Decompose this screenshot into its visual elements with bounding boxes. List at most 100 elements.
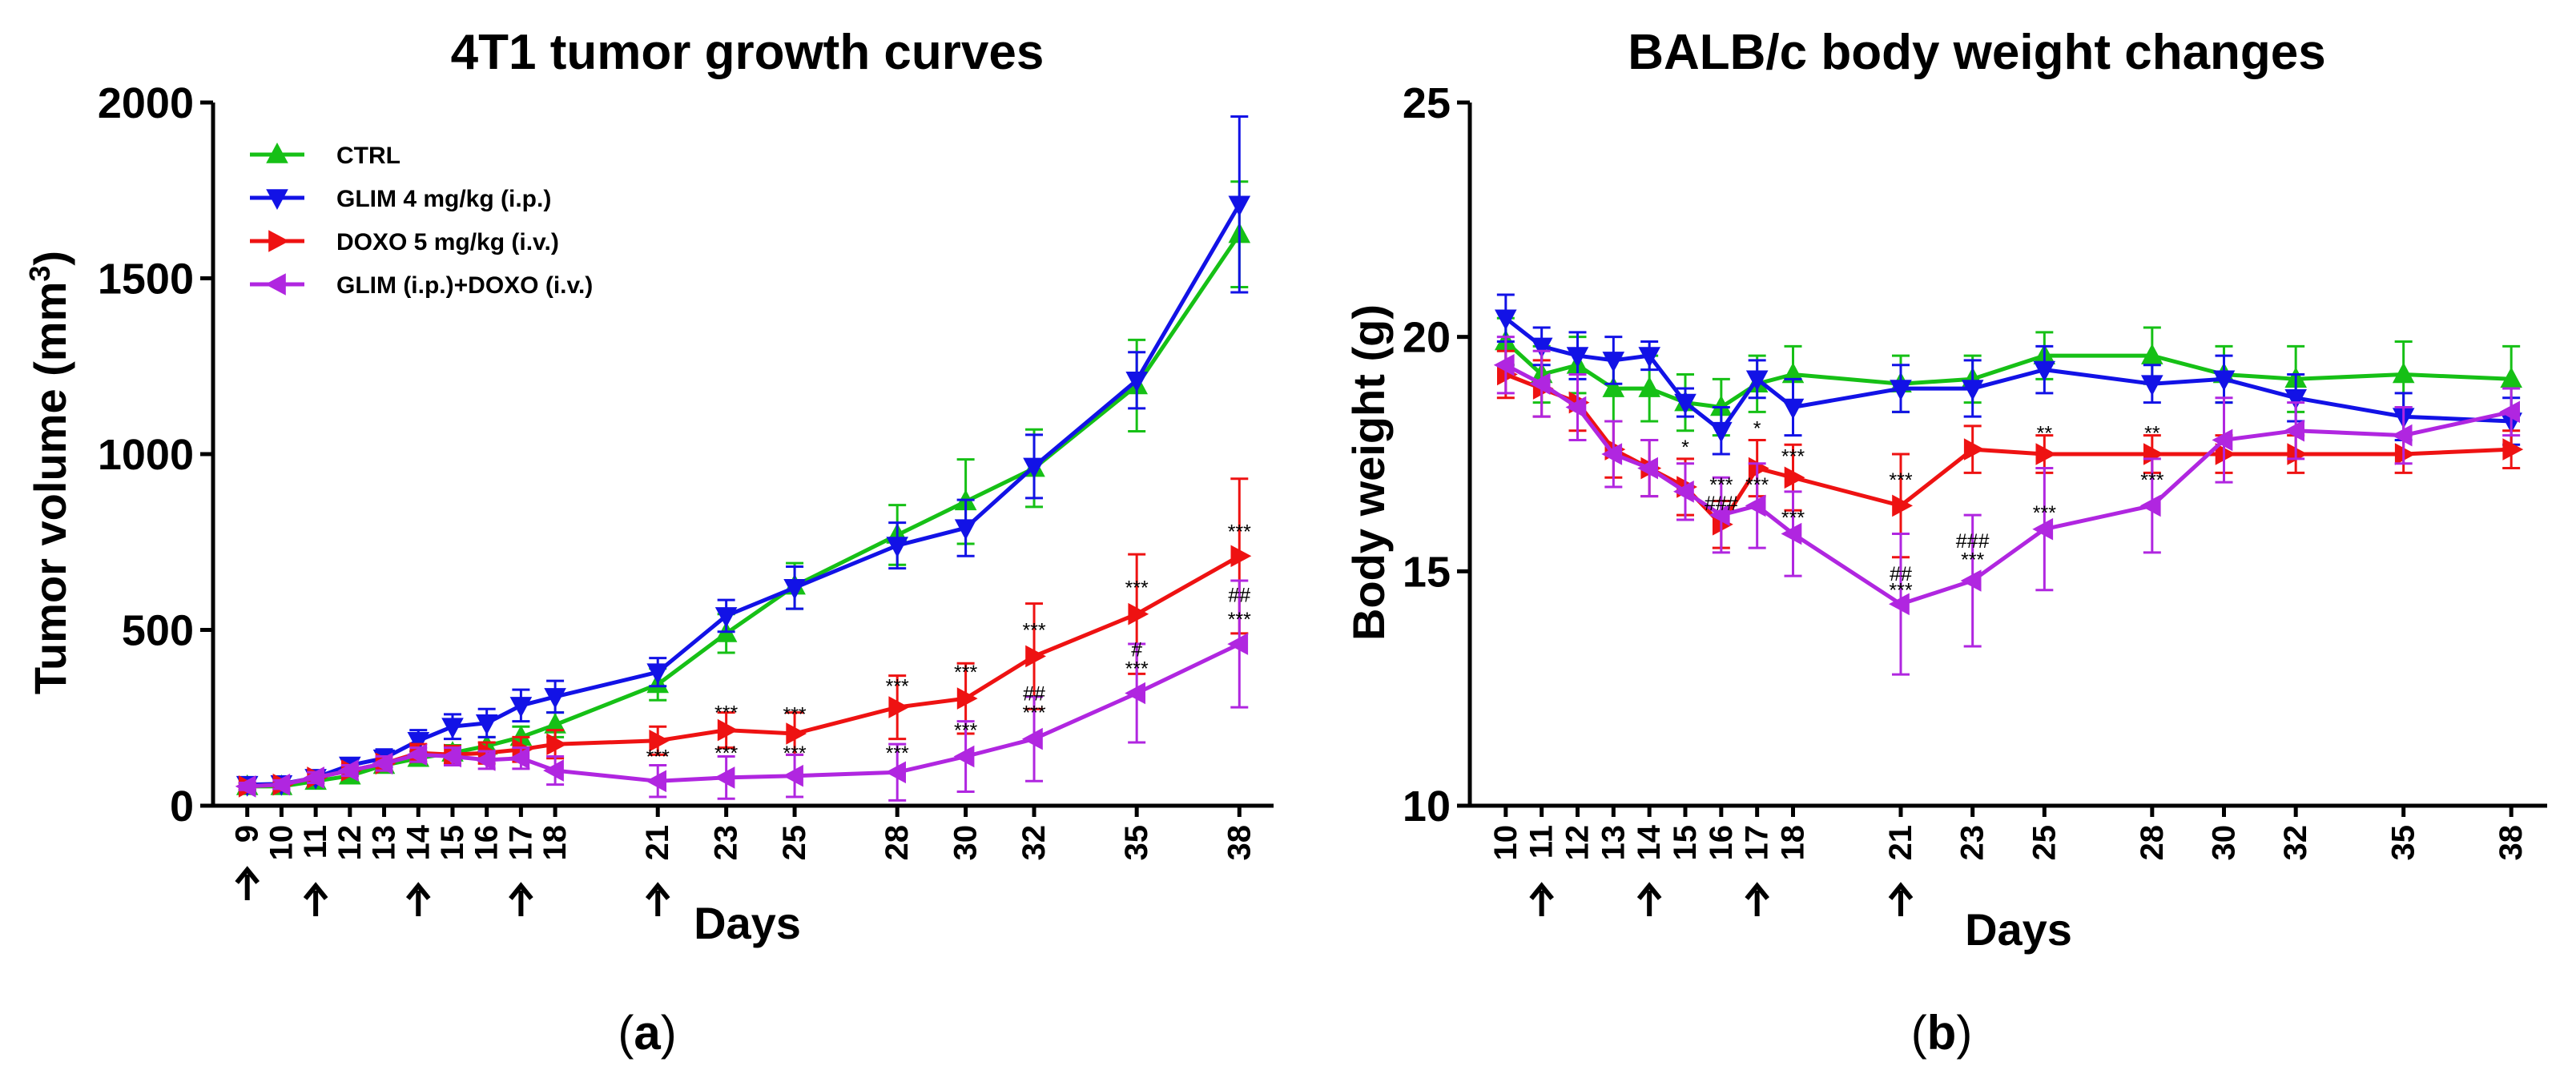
chart-a-significance-label: *** — [646, 746, 670, 768]
chart-b-y-tick-label: 25 — [1403, 79, 1451, 127]
chart-a-data-point — [1025, 645, 1046, 668]
chart-b-data-point — [1784, 466, 1805, 489]
chart-a-x-tick-label: 30 — [948, 825, 984, 861]
chart-a-significance-label: *** — [714, 742, 738, 765]
chart-b-significance-label: ## — [1890, 563, 1912, 585]
chart-a-significance-label: *** — [783, 704, 806, 726]
chart-b-data-point — [1890, 380, 1912, 401]
chart-b-x-tick-label: 32 — [2278, 825, 2313, 861]
chart-a-data-point — [783, 579, 806, 600]
chart-a-x-tick-label: 16 — [469, 825, 505, 861]
chart-a-x-tick-label: 17 — [503, 825, 538, 861]
chart-b-series-1 — [1495, 293, 2522, 456]
chart-b-data-point — [1602, 376, 1625, 397]
chart-a-data-point — [441, 745, 461, 768]
chart-b-data-point — [1710, 421, 1733, 443]
chart-a-significance-label: *** — [886, 676, 909, 698]
legend-swatch-marker — [268, 230, 289, 252]
chart-a-data-point — [474, 749, 496, 771]
arrow-head — [1529, 882, 1554, 900]
chart-b-y-tick-label: 10 — [1403, 782, 1451, 831]
chart-b-data-point — [1710, 395, 1733, 416]
chart-a-significance-label: *** — [1228, 609, 1251, 631]
chart-a-data-point — [888, 696, 910, 718]
chart-a-data-point — [1125, 682, 1145, 705]
chart-b-xlabel: Days — [1965, 904, 2072, 955]
chart-b-x-tick-label: 15 — [1668, 825, 1703, 861]
chart-a-xlabel: Days — [694, 898, 801, 948]
chart-b-data-point — [2499, 400, 2520, 424]
chart-b-data-point — [1493, 354, 1515, 376]
chart-a-x-tick-label: 23 — [709, 825, 744, 861]
chart-a-x-tick-label: 18 — [537, 825, 573, 861]
chart-a-treatment-arrow — [235, 866, 260, 900]
chart-b-data-point — [2287, 443, 2308, 465]
chart-b-data-point — [2284, 419, 2304, 442]
chart-a-series-1 — [235, 115, 1251, 797]
chart-b-significance-label: *** — [1781, 446, 1805, 469]
chart-a-data-point — [337, 759, 359, 782]
chart-a-significance-label: *** — [954, 662, 977, 684]
chart-b-data-point — [2391, 424, 2413, 447]
legend-swatch-marker — [266, 143, 288, 163]
chart-a-x-tick-label: 32 — [1016, 825, 1052, 861]
legend-item-2: DOXO 5 mg/kg (i.v.) — [250, 229, 559, 255]
legend-label: GLIM 4 mg/kg (i.p.) — [336, 186, 551, 212]
chart-a-y-tick-label: 1500 — [98, 255, 194, 304]
chart-b-x-tick-label: 12 — [1560, 825, 1596, 861]
chart-b-data-point — [2141, 375, 2163, 396]
chart-b-series-0 — [1495, 316, 2522, 437]
chart-a-significance-label: *** — [886, 742, 909, 765]
chart-b-data-point — [1529, 372, 1551, 395]
chart-b-data-point — [1565, 396, 1587, 419]
chart-a-data-point — [235, 775, 256, 798]
chart-a-data-point — [509, 746, 530, 770]
chart-a-y-tick-label: 0 — [170, 782, 194, 831]
chart-a-x-tick-label: 11 — [298, 825, 333, 859]
chart-a-data-point — [406, 743, 428, 766]
panel-label-b: (b) — [1911, 1006, 1973, 1060]
chart-a-significance-label: *** — [714, 702, 738, 724]
chart-a-data-point — [649, 730, 670, 752]
chart-a-data-point — [646, 770, 666, 793]
chart-a-data-point — [956, 687, 978, 710]
arrow-head — [1745, 882, 1769, 900]
chart-a-data-point — [783, 764, 803, 787]
chart-b-data-point — [1709, 504, 1730, 526]
chart-b-data-point — [1781, 398, 1805, 420]
chart-b-x-tick-label: 21 — [1883, 825, 1918, 861]
chart-b-data-point — [2392, 362, 2415, 384]
chart-b-data-point — [1602, 352, 1625, 372]
legend-item-0: CTRL — [250, 143, 400, 169]
chart-a-significance-label: *** — [1022, 702, 1045, 724]
chart-a-treatment-arrow — [303, 882, 328, 916]
chart-b-data-point — [1638, 376, 1660, 397]
chart-b-significance-label: *** — [1961, 549, 1984, 571]
chart-a-data-point — [1228, 195, 1251, 217]
arrow-head — [645, 882, 670, 900]
chart-a-x-tick-label: 38 — [1222, 825, 1257, 861]
chart-a-treatment-arrow — [645, 882, 670, 916]
chart-b-data-point — [2502, 438, 2524, 461]
chart-a-series-3 — [235, 579, 1249, 802]
chart-b-x-tick-label: 23 — [1955, 825, 1990, 861]
legend-label: DOXO 5 mg/kg (i.v.) — [336, 229, 559, 255]
chart-b-data-point — [1892, 494, 1913, 517]
chart-b-data-point — [1674, 393, 1697, 415]
chart-a-data-point — [714, 607, 738, 628]
chart-b-significance-label: *** — [2033, 502, 2056, 525]
chart-a-data-point — [1227, 633, 1249, 655]
chart-a-significance-label: *** — [1228, 521, 1251, 543]
legend-item-3: GLIM (i.p.)+DOXO (i.v.) — [250, 272, 593, 299]
chart-a-significance-label: ## — [1023, 682, 1045, 705]
chart-b-significance-label: *** — [1889, 469, 1912, 492]
chart-a-x-tick-label: 35 — [1119, 825, 1154, 861]
chart-a-data-point — [372, 752, 393, 775]
chart-a-y-tick-label: 500 — [122, 607, 194, 655]
arrow-head — [303, 882, 328, 900]
chart-a-significance-label: *** — [1125, 577, 1149, 600]
chart-b-data-point — [1745, 494, 1766, 517]
chart-a-legend: CTRL GLIM 4 mg/kg (i.p.) DOXO 5 mg/kg (i.v… — [250, 143, 593, 299]
